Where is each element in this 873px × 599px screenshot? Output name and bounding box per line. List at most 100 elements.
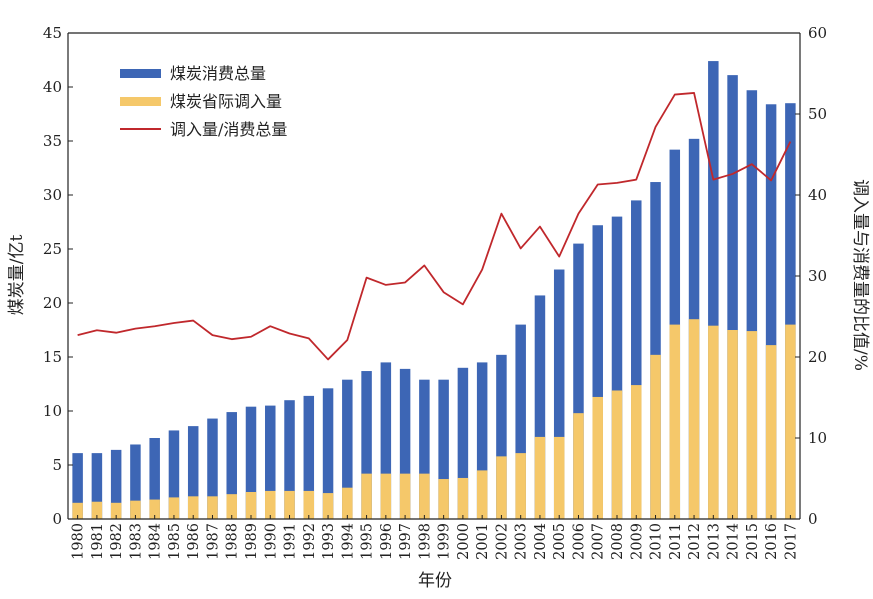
x-tick-label-1991: 1991 [283,523,299,560]
x-tick-label-1983: 1983 [128,523,144,560]
x-tick-label-1987: 1987 [205,523,221,560]
bar-consumption-1990 [265,405,276,519]
bar-consumption-2014 [727,75,738,520]
y-left-tick-label-20: 20 [43,294,62,312]
x-tick-label-1986: 1986 [186,523,202,560]
legend-swatch-consumption [120,69,161,78]
bar-inflow-2007 [592,396,603,519]
bar-inflow-2006 [573,413,584,519]
bar-inflow-1993 [322,493,334,519]
bar-inflow-2000 [457,477,469,519]
x-tick-label-2011: 2011 [668,523,684,560]
y-right-tick-label-50: 50 [808,105,827,123]
x-tick-label-1997: 1997 [398,523,414,560]
bar-inflow-2008 [611,390,623,519]
bar-inflow-2010 [650,354,661,519]
y-right-tick-label-10: 10 [808,429,827,447]
y-right-tick-label-20: 20 [808,348,827,366]
bar-consumption-1981 [91,453,103,519]
x-tick-label-1988: 1988 [225,523,241,560]
bar-inflow-1997 [399,473,411,519]
legend: 煤炭消费总量 煤炭省际调入量 调入量/消费总量 [120,64,287,139]
x-tick-label-1989: 1989 [244,523,260,560]
bar-consumption-1989 [245,406,257,519]
x-tick-label-2015: 2015 [745,523,761,560]
bar-consumption-1994 [342,379,353,519]
bar-inflow-1985 [168,497,180,519]
line-layer [77,92,792,361]
x-tick-label-1995: 1995 [360,523,376,560]
bar-consumption-1992 [303,395,315,519]
bar-consumption-1998 [419,379,430,519]
bar-consumption-2000 [457,367,469,519]
line-ratio [77,92,792,361]
bar-inflow-1998 [419,473,430,519]
y-left-tick-label-25: 25 [43,240,62,258]
bar-inflow-1983 [130,500,141,519]
bar-inflow-1980 [72,502,83,519]
bar-inflow-1996 [380,473,392,519]
legend-label-inflow: 煤炭省际调入量 [170,92,282,111]
bar-consumption-1985 [168,430,180,519]
bar-inflow-2011 [669,324,681,519]
bar-inflow-1992 [303,490,315,519]
bar-inflow-2003 [515,453,526,519]
bar-consumption-1986 [187,426,199,519]
bar-inflow-1981 [91,501,103,519]
x-tick-label-2017: 2017 [783,523,799,560]
x-tick-label-2012: 2012 [687,523,703,560]
x-tick-label-2007: 2007 [591,523,607,560]
bar-inflow-2013 [708,325,719,519]
y-left-tick-label-35: 35 [43,132,62,150]
x-tick-label-2002: 2002 [494,523,510,560]
bar-consumption-2013 [708,61,719,519]
bar-consumption-2002 [496,354,507,519]
bar-inflow-1994 [342,487,353,519]
y-axis-left-title: 煤炭量/亿t [7,235,27,316]
bar-inflow-1988 [226,494,237,519]
bar-consumption-2005 [553,269,565,519]
bar-consumption-1999 [438,379,449,519]
y-left-tick-label-40: 40 [43,78,62,96]
y-left-tick-label-10: 10 [43,402,62,420]
y-left-tick-label-45: 45 [43,24,62,42]
x-tick-label-1994: 1994 [340,523,356,560]
bar-consumption-1987 [207,418,218,519]
y-left-tick-label-15: 15 [43,348,62,366]
bar-consumption-1982 [110,449,122,519]
x-tick-label-1980: 1980 [71,523,87,560]
bar-consumption-1980 [72,453,83,519]
bar-inflow-1999 [438,479,449,519]
bar-inflow-2012 [688,319,700,519]
bar-inflow-1995 [361,473,372,519]
x-tick-label-2000: 2000 [456,523,472,560]
bar-consumption-2017 [785,103,796,519]
x-tick-label-2013: 2013 [706,523,722,560]
bar-consumption-1988 [226,412,237,519]
x-tick-label-1985: 1985 [167,523,183,560]
bar-consumption-2008 [611,216,623,519]
bar-inflow-2001 [476,470,488,519]
bar-consumption-1997 [399,368,411,519]
legend-swatch-inflow [120,97,161,106]
bar-consumption-2006 [573,243,584,519]
y-right-tick-label-40: 40 [808,186,827,204]
bar-consumption-2007 [592,225,603,520]
bar-inflow-2002 [496,456,507,519]
x-tick-label-1992: 1992 [302,523,318,560]
bar-consumption-1991 [284,400,295,519]
bar-inflow-2014 [727,330,738,519]
bar-consumption-2015 [746,90,758,520]
bar-inflow-2017 [785,324,796,519]
x-tick-label-1993: 1993 [321,523,337,560]
legend-label-consumption: 煤炭消费总量 [170,64,266,83]
bar-consumption-1995 [361,371,372,519]
x-axis-title: 年份 [418,571,452,591]
y-right-tick-label-0: 0 [808,510,818,528]
x-tick-label-2010: 2010 [649,523,665,560]
bar-consumption-2009 [631,200,642,519]
x-tick-label-2004: 2004 [533,523,549,560]
